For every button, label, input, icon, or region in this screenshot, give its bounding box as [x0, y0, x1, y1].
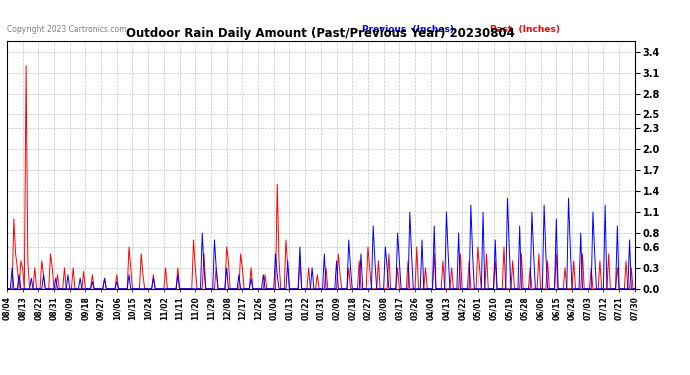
Title: Outdoor Rain Daily Amount (Past/Previous Year) 20230804: Outdoor Rain Daily Amount (Past/Previous…: [126, 27, 515, 40]
Text: Previous  (Inches): Previous (Inches): [362, 25, 453, 34]
Text: Past  (Inches): Past (Inches): [491, 25, 560, 34]
Text: Copyright 2023 Cartronics.com: Copyright 2023 Cartronics.com: [7, 25, 126, 34]
